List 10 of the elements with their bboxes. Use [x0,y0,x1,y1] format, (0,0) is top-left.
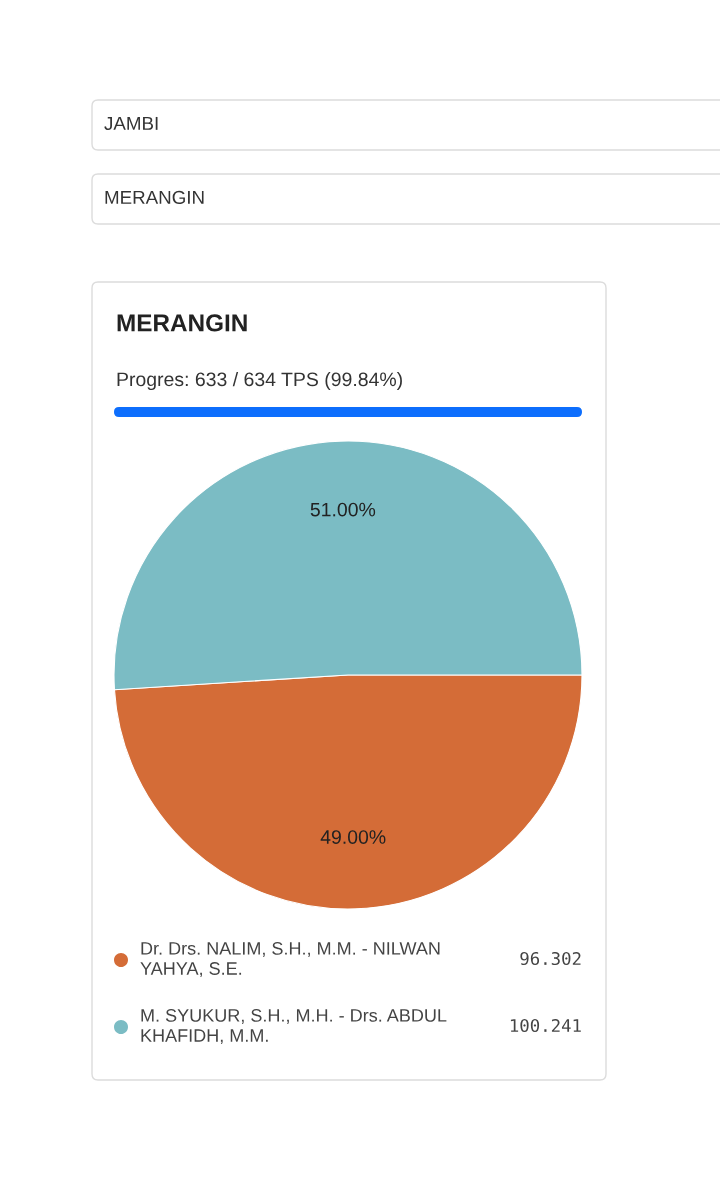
data-label: 96.302 [520,951,581,966]
text: 49.00% [320,830,386,844]
data-label: 100.241 [510,1018,581,1033]
text: 51.00% [310,502,376,517]
text: MERANGIN [105,190,204,205]
chart-title: MERANGIN [117,314,247,332]
chart-subtitle: Progres: 633 / 634 TPS (99.84%) [117,371,402,391]
text: JAMBI [104,116,158,131]
legend-label: Dr. Drs. NALIM, S.H., M.M. - NILWAN YAHYA, S.E. [140,942,440,978]
legend-label: M. SYUKUR, S.H., M.H. - Drs. ABDUL KHAFIDH, M.M. [141,1009,447,1045]
